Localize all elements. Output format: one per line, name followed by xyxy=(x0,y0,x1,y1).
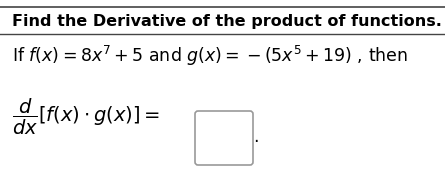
Text: .: . xyxy=(253,128,259,146)
Text: Find the Derivative of the product of functions.: Find the Derivative of the product of fu… xyxy=(12,14,442,29)
FancyBboxPatch shape xyxy=(195,111,253,165)
Text: If $f(x) = 8x^7 + 5$ and $g(x) = -\left(5x^5 + 19\right)$ , then: If $f(x) = 8x^7 + 5$ and $g(x) = -\left(… xyxy=(12,44,408,68)
Text: $\dfrac{d}{dx}\left[f(x) \cdot g(x)\right] =$: $\dfrac{d}{dx}\left[f(x) \cdot g(x)\righ… xyxy=(12,97,160,137)
